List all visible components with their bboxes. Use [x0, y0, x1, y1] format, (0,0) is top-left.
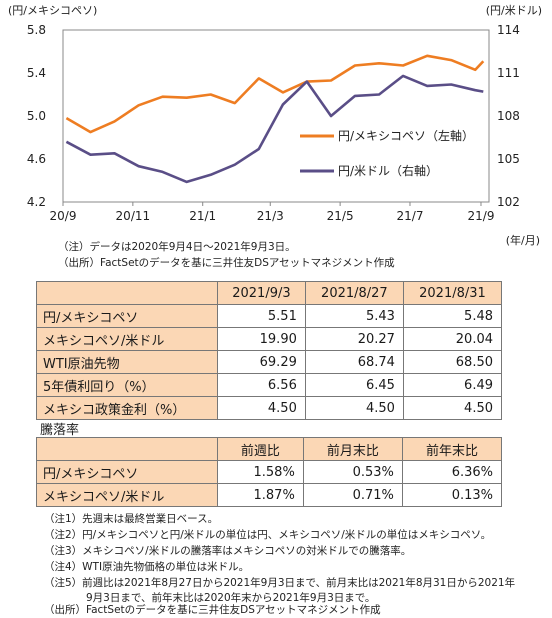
- x-tick-label: 20/11: [116, 209, 151, 223]
- right-y-tick-label: 102: [497, 195, 520, 209]
- row-label: メキシコペソ/米ドル: [36, 483, 218, 507]
- table-row: メキシコペソ/米ドル 1.87% 0.71% 0.13%: [36, 483, 503, 507]
- x-tick-label: 21/1: [189, 209, 216, 223]
- table1-header-date1: 2021/9/3: [217, 281, 306, 305]
- left-y-tick-label: 5.8: [27, 23, 46, 37]
- x-tick-label: 20/9: [50, 209, 77, 223]
- right-y-tick-label: 114: [497, 23, 520, 37]
- table1-header-date3: 2021/8/31: [402, 281, 503, 305]
- table-cell: 6.36%: [401, 460, 503, 484]
- table-cell: 19.90: [217, 327, 306, 351]
- table-cell: 1.87%: [217, 483, 304, 507]
- table-cell: 69.29: [217, 350, 306, 374]
- table2-header-year: 前年末比: [401, 437, 503, 461]
- legend-label-peso: 円/メキシコペソ（左軸）: [338, 128, 474, 143]
- table1-header-date2: 2021/8/27: [304, 281, 404, 305]
- table-cell: 20.27: [304, 327, 404, 351]
- row-label: WTI原油先物: [36, 350, 218, 374]
- peso-series-line: [65, 54, 485, 134]
- row-label: メキシコ政策金利（%）: [36, 396, 218, 420]
- table-cell: 1.58%: [217, 460, 304, 484]
- table2-header-week: 前週比: [217, 437, 304, 461]
- table-row: WTI原油先物 69.29 68.74 68.50: [36, 350, 503, 374]
- table2-header-blank: [36, 437, 218, 461]
- chart-source: （出所）FactSetのデータを基に三井住友DSアセットマネジメント作成: [58, 257, 395, 269]
- table-row: メキシコ政策金利（%） 4.50 4.50 4.50: [36, 396, 503, 420]
- table-cell: 68.50: [402, 350, 503, 374]
- table-cell: 6.49: [402, 373, 503, 397]
- x-axis-unit: (年/月): [506, 233, 540, 247]
- row-label: 円/メキシコペソ: [36, 460, 218, 484]
- footnote-5-cont: 9月3日まで、前年末比は2020年末から2021年9月3日まで。: [86, 592, 376, 604]
- row-label: メキシコペソ/米ドル: [36, 327, 218, 351]
- chart-legend: 円/メキシコペソ（左軸） 円/米ドル（右軸）: [300, 128, 474, 178]
- table-cell: 68.74: [304, 350, 404, 374]
- footnote-5: （注5）前週比は2021年8月27日から2021年9月3日まで、前月末比は202…: [44, 577, 516, 589]
- table-cell: 4.50: [304, 396, 404, 420]
- table-row: 円/メキシコペソ 1.58% 0.53% 6.36%: [36, 460, 503, 484]
- footnote-3: （注3）メキシコペソ/米ドルの騰落率はメキシコペソの対米ドルでの騰落率。: [44, 545, 412, 557]
- left-y-tick-label: 5.0: [27, 109, 46, 123]
- chart-note: （注）データは2020年9月4日～2021年9月3日。: [58, 241, 296, 253]
- legend-label-usd: 円/米ドル（右軸）: [338, 163, 438, 178]
- market-data-table: 2021/9/3 2021/8/27 2021/8/31 円/メキシコペソ 5.…: [36, 281, 503, 420]
- right-y-tick-label: 111: [497, 66, 520, 80]
- right-axis-unit: (円/米ドル): [486, 4, 542, 17]
- table-cell: 5.51: [217, 304, 306, 328]
- footnote-source: （出所）FactSetのデータを基に三井住友DSアセットマネジメント作成: [44, 604, 381, 616]
- table-cell: 0.13%: [401, 483, 503, 507]
- plot-area-frame: [62, 29, 490, 203]
- row-label: 5年債利回り（%）: [36, 373, 218, 397]
- x-tick-label: 21/7: [397, 209, 424, 223]
- usd-series-line: [65, 74, 484, 184]
- table1-header-blank: [36, 281, 218, 305]
- table-cell: 0.53%: [302, 460, 403, 484]
- table-cell: 20.04: [402, 327, 503, 351]
- table-row: 5年債利回り（%） 6.56 6.45 6.49: [36, 373, 503, 397]
- table2-header-row: 前週比 前月末比 前年末比: [36, 437, 503, 461]
- x-tick-label: 21/9: [468, 209, 495, 223]
- right-y-tick-label: 108: [497, 109, 520, 123]
- table1-header-row: 2021/9/3 2021/8/27 2021/8/31: [36, 281, 503, 305]
- footnote-4: （注4）WTI原油先物価格の単位は米ドル。: [44, 561, 250, 573]
- exchange-rate-chart: (円/メキシコペソ) (円/米ドル) 4.2 4.6 5.0 5.4 5.8 102 10…: [8, 4, 542, 247]
- table-cell: 6.56: [217, 373, 306, 397]
- footnote-2: （注2）円/メキシコペソと円/米ドルの単位は円、メキシコペソ/米ドルの単位はメキ…: [44, 529, 492, 541]
- table2-header-month: 前月末比: [302, 437, 403, 461]
- x-tick-label: 21/3: [257, 209, 284, 223]
- table-cell: 0.71%: [302, 483, 403, 507]
- left-y-tick-label: 5.4: [27, 66, 46, 80]
- returns-table: 前週比 前月末比 前年末比 円/メキシコペソ 1.58% 0.53% 6.36%…: [36, 437, 503, 507]
- table-row: メキシコペソ/米ドル 19.90 20.27 20.04: [36, 327, 503, 351]
- table-cell: 5.48: [402, 304, 503, 328]
- left-axis-unit: (円/メキシコペソ): [8, 4, 97, 17]
- table-row: 円/メキシコペソ 5.51 5.43 5.48: [36, 304, 503, 328]
- returns-caption: 騰落率: [40, 423, 80, 438]
- row-label: 円/メキシコペソ: [36, 304, 218, 328]
- table-cell: 4.50: [217, 396, 306, 420]
- footnote-1: （注1）先週末は最終営業日ベース。: [44, 513, 219, 525]
- left-y-tick-label: 4.2: [27, 195, 46, 209]
- table-cell: 4.50: [402, 396, 503, 420]
- table-cell: 5.43: [304, 304, 404, 328]
- left-y-tick-label: 4.6: [27, 152, 46, 166]
- table-cell: 6.45: [304, 373, 404, 397]
- right-y-tick-label: 105: [497, 152, 520, 166]
- x-tick-label: 21/5: [327, 209, 354, 223]
